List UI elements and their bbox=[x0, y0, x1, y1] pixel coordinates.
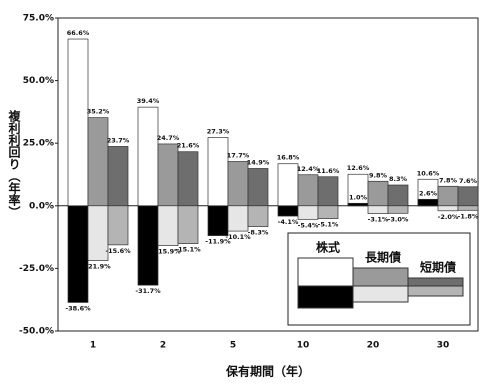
y-tick-label: 25.0% bbox=[23, 139, 54, 149]
legend-swatch bbox=[407, 277, 464, 287]
plot-frame bbox=[57, 17, 479, 332]
legend-swatch bbox=[297, 285, 354, 309]
y-tick-label: 0.0% bbox=[29, 201, 54, 211]
bar bbox=[137, 106, 159, 207]
value-label: 39.4% bbox=[137, 97, 160, 105]
value-label: 7.6% bbox=[459, 177, 478, 185]
legend-label: 短期債 bbox=[420, 260, 456, 275]
value-label: 12.4% bbox=[297, 165, 320, 173]
y-axis-label: 複利利回り（年率） bbox=[7, 109, 21, 218]
bar bbox=[87, 117, 109, 207]
value-label: 7.8% bbox=[439, 176, 458, 184]
value-label: -11.9% bbox=[205, 238, 231, 246]
value-label: -5.4% bbox=[298, 221, 319, 229]
value-label: -3.0% bbox=[388, 215, 409, 223]
value-label: 21.6% bbox=[177, 142, 200, 150]
bar bbox=[177, 205, 199, 244]
bar bbox=[277, 163, 299, 207]
bar bbox=[387, 184, 409, 207]
bar bbox=[297, 174, 319, 207]
value-label: 8.3% bbox=[389, 175, 408, 183]
bar bbox=[417, 198, 439, 207]
bar bbox=[317, 205, 339, 219]
value-label: -5.1% bbox=[318, 221, 339, 229]
legend-swatch bbox=[297, 257, 354, 287]
bar bbox=[157, 205, 179, 246]
value-label: -4.1% bbox=[278, 218, 299, 226]
y-tick-label: -25.0% bbox=[19, 264, 54, 274]
bar bbox=[107, 146, 129, 207]
bar bbox=[437, 185, 459, 207]
value-label: 1.0% bbox=[349, 193, 368, 201]
bar bbox=[207, 205, 229, 236]
bar bbox=[347, 202, 369, 207]
legend-swatch bbox=[407, 285, 464, 297]
legend-label: 株式 bbox=[316, 240, 340, 255]
bar bbox=[457, 186, 479, 207]
y-tick-label: -50.0% bbox=[19, 327, 54, 337]
value-label: 16.8% bbox=[277, 154, 300, 162]
x-tick-label: 10 bbox=[297, 341, 310, 351]
legend-swatch bbox=[352, 285, 409, 303]
x-axis-label: 保有期間（年） bbox=[225, 364, 310, 379]
bar bbox=[227, 161, 249, 207]
value-label: -15.6% bbox=[105, 247, 131, 255]
value-label: -2.0% bbox=[438, 213, 459, 221]
value-label: -3.1% bbox=[368, 216, 389, 224]
value-label: 17.7% bbox=[227, 151, 250, 159]
value-label: -1.8% bbox=[458, 212, 479, 220]
value-label: 9.8% bbox=[369, 171, 388, 179]
bar bbox=[277, 205, 299, 217]
x-tick-label: 2 bbox=[160, 341, 166, 351]
legend-swatch bbox=[352, 267, 409, 287]
bar bbox=[367, 205, 389, 214]
value-label: 11.6% bbox=[317, 167, 340, 175]
bar bbox=[67, 38, 89, 207]
bar bbox=[297, 205, 319, 220]
value-label: 23.7% bbox=[107, 136, 130, 144]
value-label: -15.9% bbox=[155, 248, 181, 256]
bar bbox=[137, 205, 159, 286]
bar bbox=[247, 168, 269, 207]
y-tick-label: 50.0% bbox=[23, 76, 54, 86]
value-label: -15.1% bbox=[175, 246, 201, 254]
value-label: -21.9% bbox=[85, 263, 111, 271]
bar bbox=[107, 205, 129, 246]
x-tick-label: 30 bbox=[437, 341, 450, 351]
value-label: 12.6% bbox=[347, 164, 370, 172]
bar bbox=[207, 137, 229, 207]
x-tick-label: 5 bbox=[230, 341, 236, 351]
value-label: -10.1% bbox=[225, 233, 251, 241]
x-tick-label: 1 bbox=[90, 341, 96, 351]
value-label: 27.3% bbox=[207, 127, 230, 135]
value-label: -8.3% bbox=[248, 229, 269, 237]
x-tick-label: 20 bbox=[367, 341, 380, 351]
bar bbox=[387, 205, 409, 214]
bar bbox=[247, 205, 269, 227]
bar bbox=[317, 176, 339, 207]
bar bbox=[437, 205, 459, 212]
bar bbox=[177, 151, 199, 207]
bar bbox=[457, 205, 479, 211]
value-label: 35.2% bbox=[87, 108, 110, 116]
value-label: 10.6% bbox=[417, 169, 440, 177]
value-label: -38.6% bbox=[65, 304, 91, 312]
bar bbox=[227, 205, 249, 232]
bar bbox=[367, 180, 389, 207]
value-label: 66.6% bbox=[67, 29, 90, 37]
legend-label: 長期債 bbox=[365, 250, 401, 265]
value-label: -31.7% bbox=[135, 287, 161, 295]
bar bbox=[67, 205, 89, 303]
bar bbox=[157, 143, 179, 207]
value-label: 14.9% bbox=[247, 158, 270, 166]
y-tick-label: 75.0% bbox=[23, 14, 54, 24]
value-label: 24.7% bbox=[157, 134, 180, 142]
value-label: 2.6% bbox=[419, 189, 438, 197]
